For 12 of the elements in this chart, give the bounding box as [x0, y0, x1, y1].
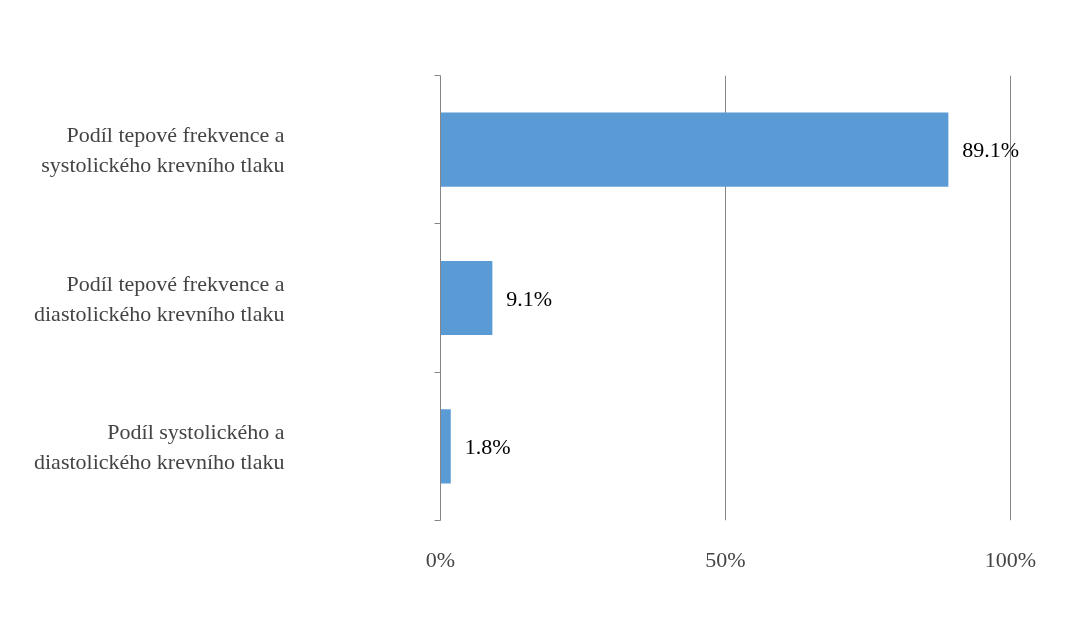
x-tick-label: 100% [984, 546, 1037, 572]
data-label: 89.1% [962, 137, 1020, 163]
data-label: 9.1% [506, 285, 553, 311]
y-tick-label: Podíl systolického a diastolického krevního tlaku [34, 418, 285, 474]
bar [440, 409, 451, 484]
y-tick-label: Podíl tepové frekvence a systolického krevního tlaku [41, 122, 285, 178]
bar [440, 260, 493, 336]
x-tick-label: 0% [425, 546, 456, 572]
data-label: 1.8% [464, 433, 511, 459]
bar [440, 112, 949, 187]
y-tick-label: Podíl tepové frekvence a diastolického krevního tlaku [34, 270, 285, 326]
x-tick-label: 50% [705, 546, 746, 572]
